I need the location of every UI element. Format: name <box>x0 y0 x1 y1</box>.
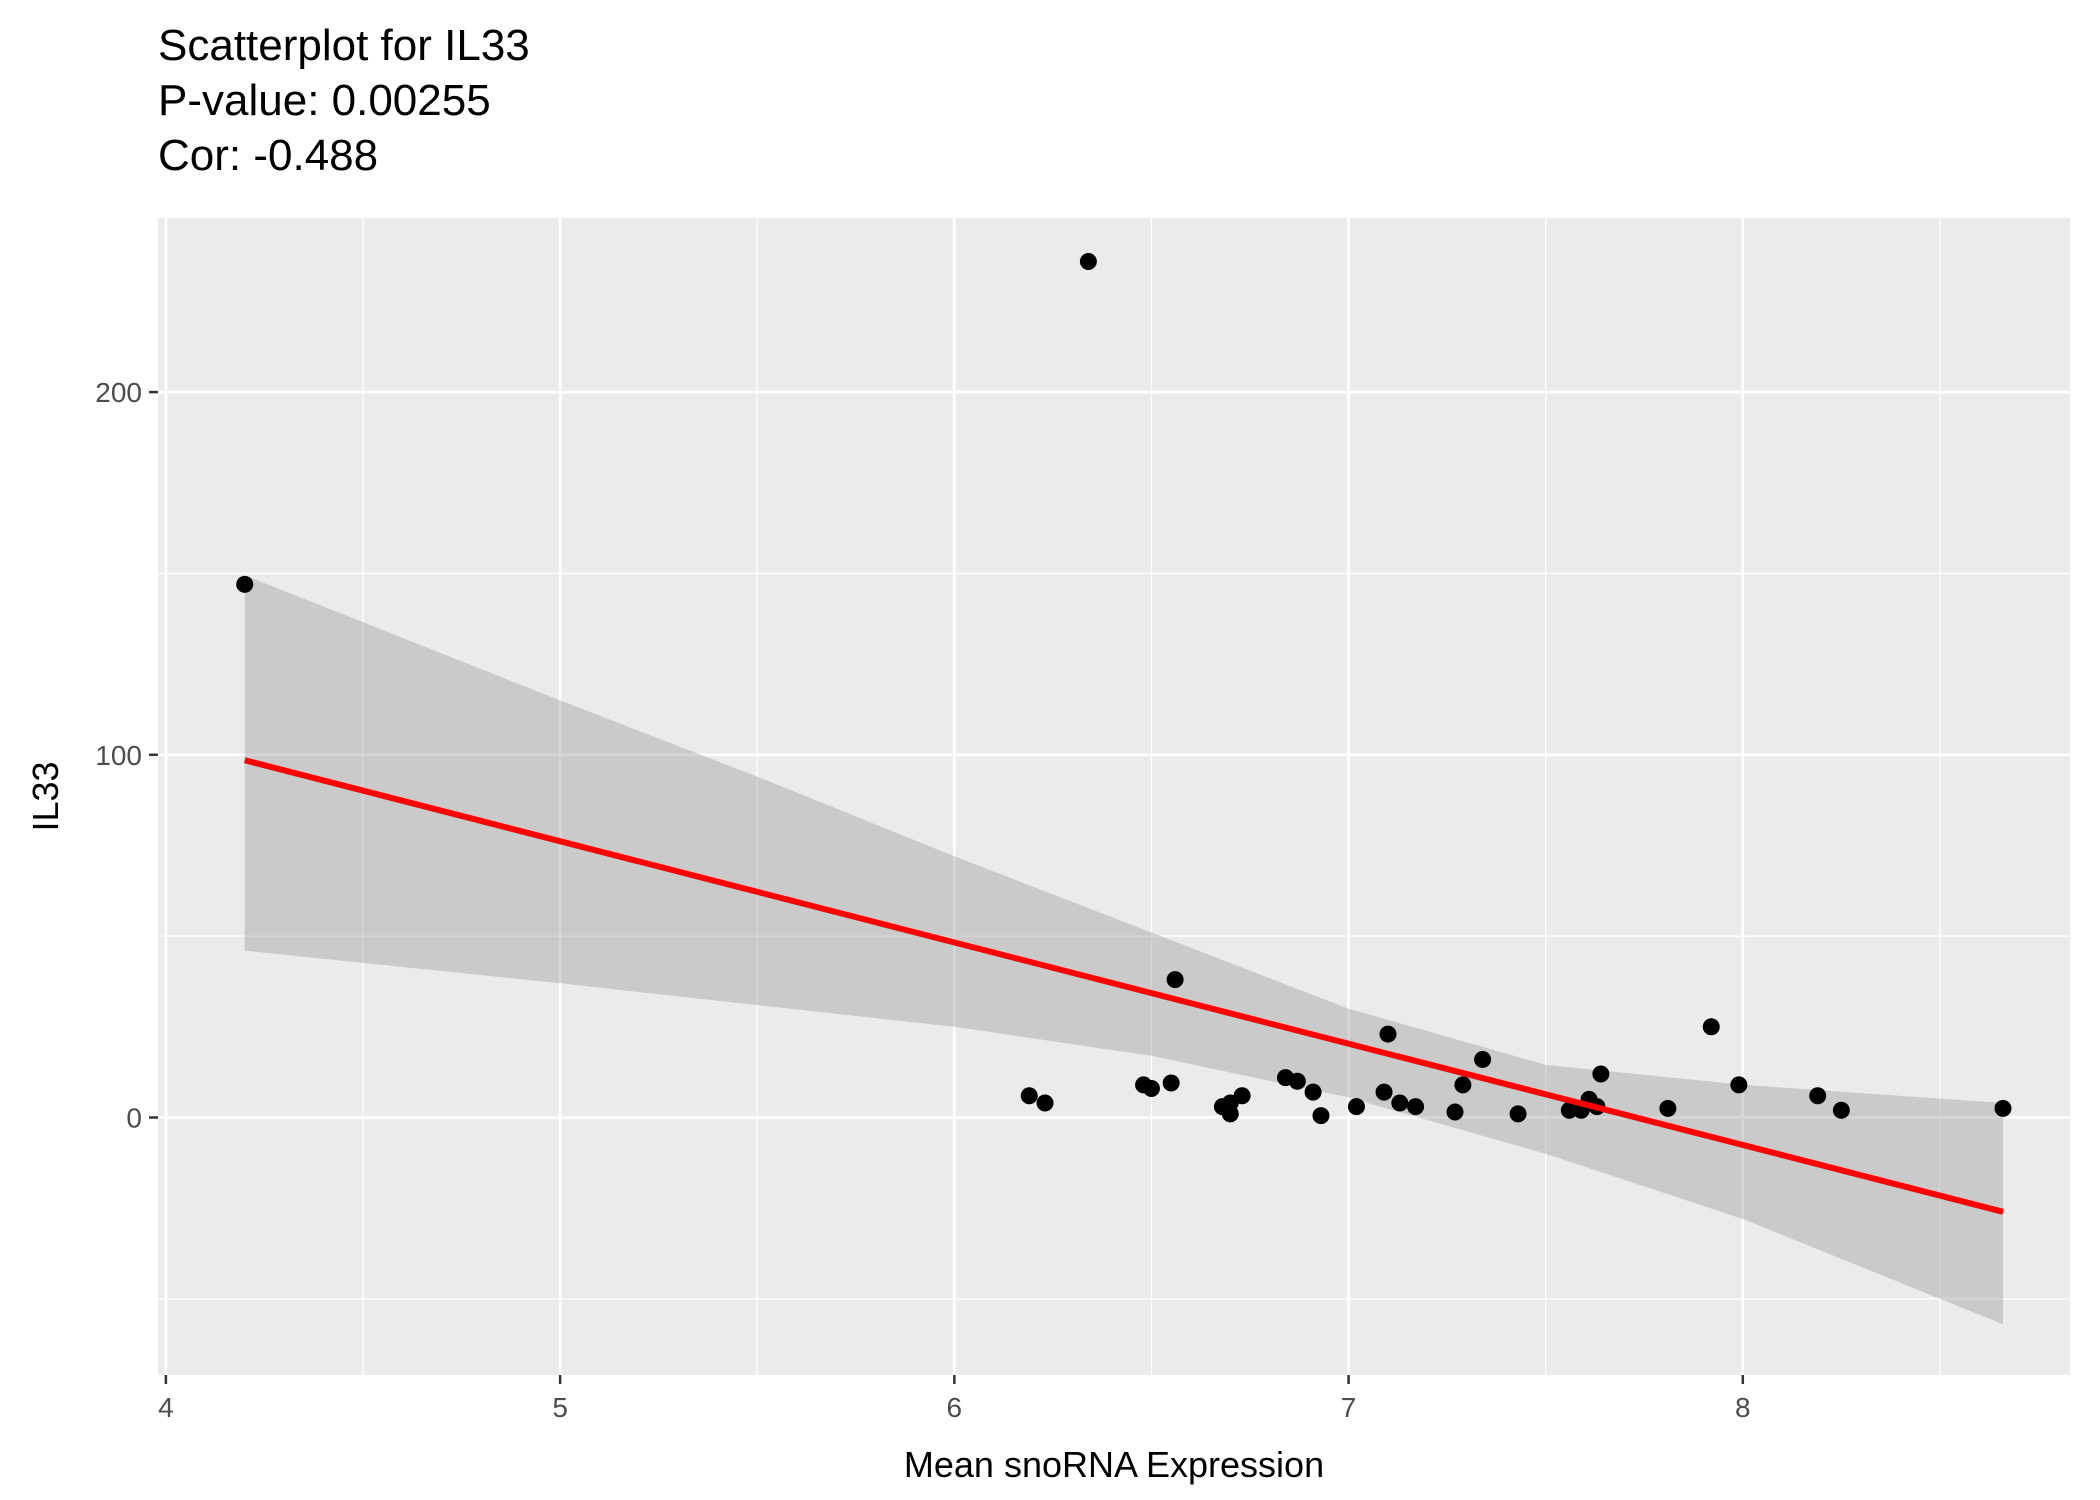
data-point <box>1994 1099 2012 1117</box>
data-point <box>1730 1076 1748 1094</box>
data-point <box>1036 1094 1054 1112</box>
data-point <box>1832 1101 1850 1119</box>
data-point <box>1142 1079 1160 1097</box>
y-tick-label: 100 <box>95 740 142 771</box>
data-point <box>1312 1107 1330 1125</box>
data-point <box>236 575 254 593</box>
x-tick-label: 8 <box>1735 1392 1751 1423</box>
data-point <box>1446 1103 1464 1121</box>
data-point <box>1347 1098 1365 1116</box>
x-tick-label: 5 <box>552 1392 568 1423</box>
data-point <box>1020 1087 1038 1105</box>
data-point <box>1079 253 1097 271</box>
data-point <box>1304 1083 1322 1101</box>
data-point <box>1454 1076 1472 1094</box>
x-axis-title: Mean snoRNA Expression <box>904 1444 1324 1485</box>
data-point <box>1659 1099 1677 1117</box>
regression-line <box>243 757 2004 1215</box>
correlation-label: Cor: -0.488 <box>158 131 379 180</box>
data-point <box>1391 1094 1409 1112</box>
plot-panel <box>158 218 2070 1375</box>
y-tick-label: 0 <box>126 1102 142 1133</box>
chart-title: Scatterplot for IL33 <box>158 21 530 70</box>
data-point <box>1288 1072 1306 1090</box>
data-point <box>1560 1101 1578 1119</box>
x-axis: 4 5 6 7 8 <box>158 1375 1751 1423</box>
data-point <box>1407 1098 1425 1116</box>
y-axis-title: IL33 <box>25 761 66 831</box>
data-point <box>1375 1083 1393 1101</box>
x-tick-label: 4 <box>158 1392 174 1423</box>
data-point <box>1162 1074 1180 1092</box>
data-point <box>1379 1025 1397 1043</box>
confidence-band <box>244 575 2004 1325</box>
major-gridlines <box>158 218 2070 1375</box>
data-point <box>1809 1087 1827 1105</box>
minor-gridlines <box>158 218 2070 1375</box>
data-point <box>1509 1105 1527 1123</box>
y-axis: 0 100 200 <box>95 377 158 1133</box>
data-point <box>1233 1087 1251 1105</box>
data-point <box>1166 971 1184 989</box>
x-tick-label: 7 <box>1341 1392 1357 1423</box>
chart-title-block: Scatterplot for IL33 P-value: 0.00255 Co… <box>158 18 530 183</box>
data-points <box>236 253 2012 1125</box>
p-value-label: P-value: 0.00255 <box>158 76 491 125</box>
x-tick-label: 6 <box>947 1392 963 1423</box>
data-point <box>1474 1050 1492 1068</box>
data-point <box>1592 1065 1610 1083</box>
y-tick-label: 200 <box>95 377 142 408</box>
data-point <box>1702 1018 1720 1036</box>
